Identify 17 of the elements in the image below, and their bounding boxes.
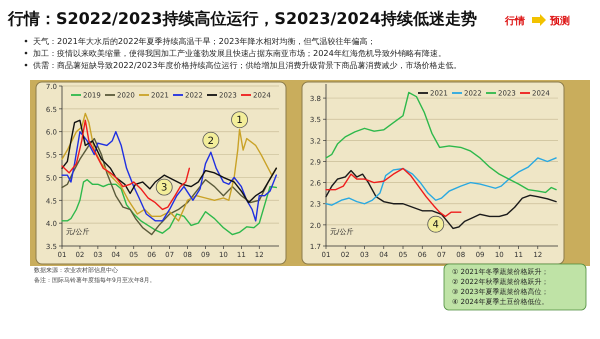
- line-series: [61, 120, 190, 210]
- line-series: [325, 157, 557, 206]
- text: 加工：疫情以来欧美缩量，使得我国加工产业蓬勃发展且快速占据东南亚市场；2024年红海危机导致外销略有降速。: [33, 48, 446, 58]
- line-series: [61, 112, 278, 222]
- annotation: 3: [161, 182, 168, 194]
- text: 行情: [504, 15, 525, 27]
- line-series: [61, 131, 278, 222]
- text: 预测: [549, 15, 570, 27]
- annotation: 2: [208, 136, 214, 147]
- annotation: 4: [432, 220, 439, 231]
- text: 天气：2021年大水后的2022年夏季持续高温干旱；2023年降水相对均衡，但气温较往年偏高；: [33, 36, 376, 46]
- line-series: [325, 170, 557, 230]
- line-series: [325, 92, 557, 194]
- text: 供需：商品薯短缺导致2022/2023年度价格持续高位运行；供给增加且消费升级背景下商品薯消费减少，市场价格走低。: [33, 60, 462, 70]
- line-series: [61, 179, 278, 236]
- annotation: 1: [236, 115, 243, 126]
- chart-title: 行情：S2022/2023持续高位运行，S2023/2024持续低迷走势: [7, 9, 477, 28]
